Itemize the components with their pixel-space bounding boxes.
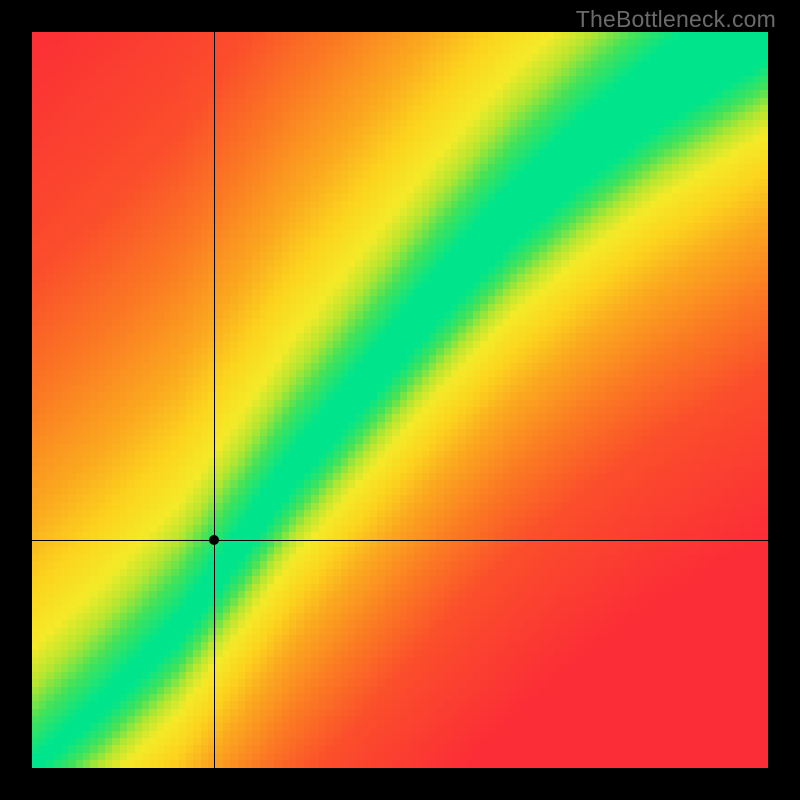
plot-area (32, 32, 768, 768)
chart-container: TheBottleneck.com (0, 0, 800, 800)
heatmap-canvas (32, 32, 768, 768)
watermark-text: TheBottleneck.com (576, 6, 776, 33)
